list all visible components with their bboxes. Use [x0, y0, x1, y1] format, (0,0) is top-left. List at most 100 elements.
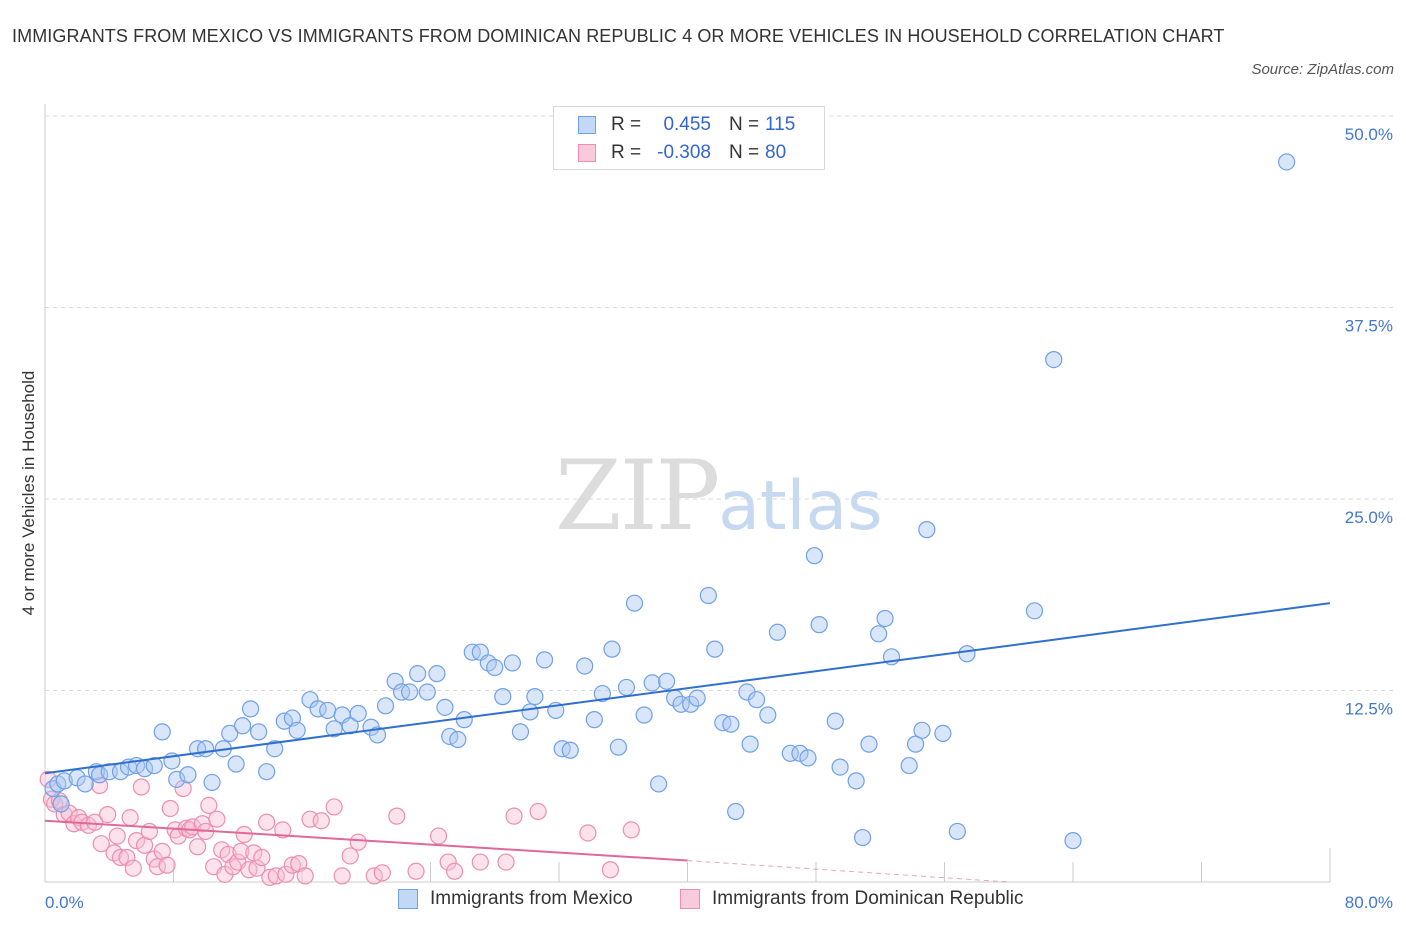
data-point-mexico: [658, 672, 676, 690]
axes: [44, 104, 1331, 883]
data-point-dominican: [622, 821, 640, 839]
data-point-mexico: [722, 715, 740, 733]
data-point-dominican: [108, 827, 126, 845]
data-point-mexico: [625, 594, 644, 612]
data-point-dominican: [124, 859, 142, 877]
data-point-mexico: [1278, 153, 1296, 171]
data-point-mexico: [486, 658, 504, 677]
data-point-mexico: [870, 625, 888, 643]
data-point-mexico: [900, 756, 918, 775]
data-point-dominican: [208, 810, 226, 828]
r-value: 0.455: [663, 114, 711, 135]
data-point-mexico: [76, 775, 94, 793]
data-point-mexico: [242, 700, 260, 718]
data-point-mexico: [805, 547, 823, 565]
r-label: R =: [611, 114, 642, 135]
data-point-mexico: [153, 723, 171, 741]
tick-labels: 50.0% 37.5% 25.0% 12.5% 0.0% 80.0%: [45, 125, 1393, 912]
data-point-mexico: [1045, 350, 1063, 369]
y-tick-label: 25.0%: [1345, 508, 1393, 527]
data-point-mexico: [906, 735, 925, 753]
data-point-mexico: [853, 828, 872, 847]
data-point-dominican: [224, 858, 242, 876]
data-point-mexico: [682, 695, 700, 713]
data-point-dominican: [92, 835, 110, 853]
data-point-mexico: [368, 726, 387, 744]
data-point-dominican: [118, 848, 136, 867]
data-point-mexico: [233, 717, 252, 735]
mexico-swatch: [578, 116, 596, 134]
trend-lines: [44, 602, 1331, 883]
legend-item-dominican: Immigrants from Dominican Republic: [680, 888, 1024, 910]
data-point-dominican: [296, 867, 314, 885]
legend-item-mexico: Immigrants from Mexico: [398, 888, 633, 910]
data-point-mexico: [179, 766, 197, 784]
data-point-mexico: [535, 651, 554, 669]
data-point-dominican: [261, 868, 279, 887]
data-point-mexico: [593, 684, 611, 703]
data-point-mexico: [436, 698, 454, 716]
data-point-mexico: [672, 695, 690, 713]
watermark: ZIPatlas: [555, 440, 883, 552]
mexico-legend-swatch: [398, 889, 418, 909]
data-point-mexico: [428, 665, 446, 683]
data-point-dominican: [232, 842, 250, 860]
y-axis-label: 4 or more Vehicles in Household: [19, 371, 38, 616]
data-point-dominican: [248, 859, 266, 877]
data-point-dominican: [505, 807, 523, 825]
data-point-dominican: [200, 796, 218, 815]
data-point-mexico: [168, 770, 186, 788]
dominican-swatch: [578, 144, 596, 162]
data-point-mexico: [768, 623, 787, 641]
data-point-mexico: [649, 775, 668, 793]
data-point-mexico: [521, 703, 539, 721]
data-point-mexico: [617, 678, 636, 697]
stats-row-dominican: R = -0.308 N = 80: [578, 141, 786, 165]
data-point-mexico: [221, 724, 239, 742]
data-point-dominican: [253, 848, 271, 867]
data-point-mexico: [699, 586, 717, 605]
data-point-dominican: [497, 853, 515, 871]
chart-title: IMMIGRANTS FROM MEXICO VS IMMIGRANTS FRO…: [12, 26, 1225, 46]
data-point-dominican: [388, 807, 406, 825]
data-point-mexico: [918, 521, 936, 539]
data-point-mexico: [145, 756, 163, 775]
data-point-mexico: [409, 665, 427, 683]
trend-line-mexico: [44, 602, 1331, 775]
legend-label-mexico: Immigrants from Mexico: [430, 888, 633, 909]
data-point-mexico: [288, 721, 306, 739]
data-point-mexico: [958, 645, 976, 663]
data-point-mexico: [503, 654, 522, 672]
data-point-dominican: [127, 832, 146, 850]
data-point-mexico: [603, 640, 621, 658]
data-point-mexico: [197, 740, 215, 758]
n-value: 115: [765, 114, 796, 135]
data-point-mexico: [203, 773, 221, 792]
data-point-mexico: [1025, 602, 1044, 620]
data-point-mexico: [325, 720, 343, 738]
data-point-mexico: [401, 683, 419, 701]
data-point-dominican: [341, 847, 359, 865]
x-tick-label: 0.0%: [45, 893, 84, 912]
data-point-mexico: [258, 763, 276, 781]
data-point-mexico: [810, 616, 828, 634]
data-point-mexico: [376, 697, 395, 715]
data-point-dominican: [373, 864, 391, 882]
data-point-dominican: [283, 856, 301, 874]
trend-line-dominican-extension: [687, 860, 1009, 883]
r-label: R =: [611, 142, 642, 163]
n-label: N =: [729, 114, 760, 135]
data-point-mexico: [876, 609, 894, 628]
data-point-mexico: [349, 704, 367, 723]
data-point-mexico: [1064, 832, 1082, 850]
data-point-mexico: [319, 701, 337, 720]
data-point-mexico: [585, 711, 603, 729]
data-point-mexico: [576, 657, 594, 675]
y-tick-label: 12.5%: [1345, 700, 1393, 719]
data-point-dominican: [529, 802, 547, 821]
data-point-mexico: [759, 706, 777, 724]
data-point-mexico: [635, 706, 653, 724]
data-point-mexico: [826, 712, 844, 730]
watermark-atlas: atlas: [718, 467, 883, 546]
